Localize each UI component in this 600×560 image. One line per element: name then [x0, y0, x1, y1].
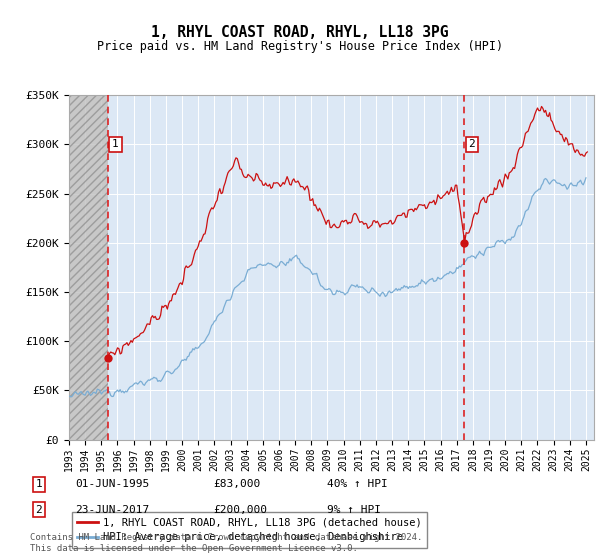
Text: 1: 1 — [112, 139, 119, 150]
Text: Contains HM Land Registry data © Crown copyright and database right 2024.
This d: Contains HM Land Registry data © Crown c… — [30, 533, 422, 553]
Text: 1: 1 — [35, 479, 43, 489]
Text: 2: 2 — [35, 505, 43, 515]
Text: 9% ↑ HPI: 9% ↑ HPI — [327, 505, 381, 515]
Text: £200,000: £200,000 — [213, 505, 267, 515]
Text: 2: 2 — [469, 139, 475, 150]
Text: 1, RHYL COAST ROAD, RHYL, LL18 3PG: 1, RHYL COAST ROAD, RHYL, LL18 3PG — [151, 25, 449, 40]
Text: £83,000: £83,000 — [213, 479, 260, 489]
Text: 01-JUN-1995: 01-JUN-1995 — [75, 479, 149, 489]
Legend: 1, RHYL COAST ROAD, RHYL, LL18 3PG (detached house), HPI: Average price, detache: 1, RHYL COAST ROAD, RHYL, LL18 3PG (deta… — [71, 512, 427, 548]
Text: 23-JUN-2017: 23-JUN-2017 — [75, 505, 149, 515]
Bar — [69, 95, 108, 440]
Text: 40% ↑ HPI: 40% ↑ HPI — [327, 479, 388, 489]
Text: Price paid vs. HM Land Registry's House Price Index (HPI): Price paid vs. HM Land Registry's House … — [97, 40, 503, 53]
Bar — [69, 95, 108, 440]
